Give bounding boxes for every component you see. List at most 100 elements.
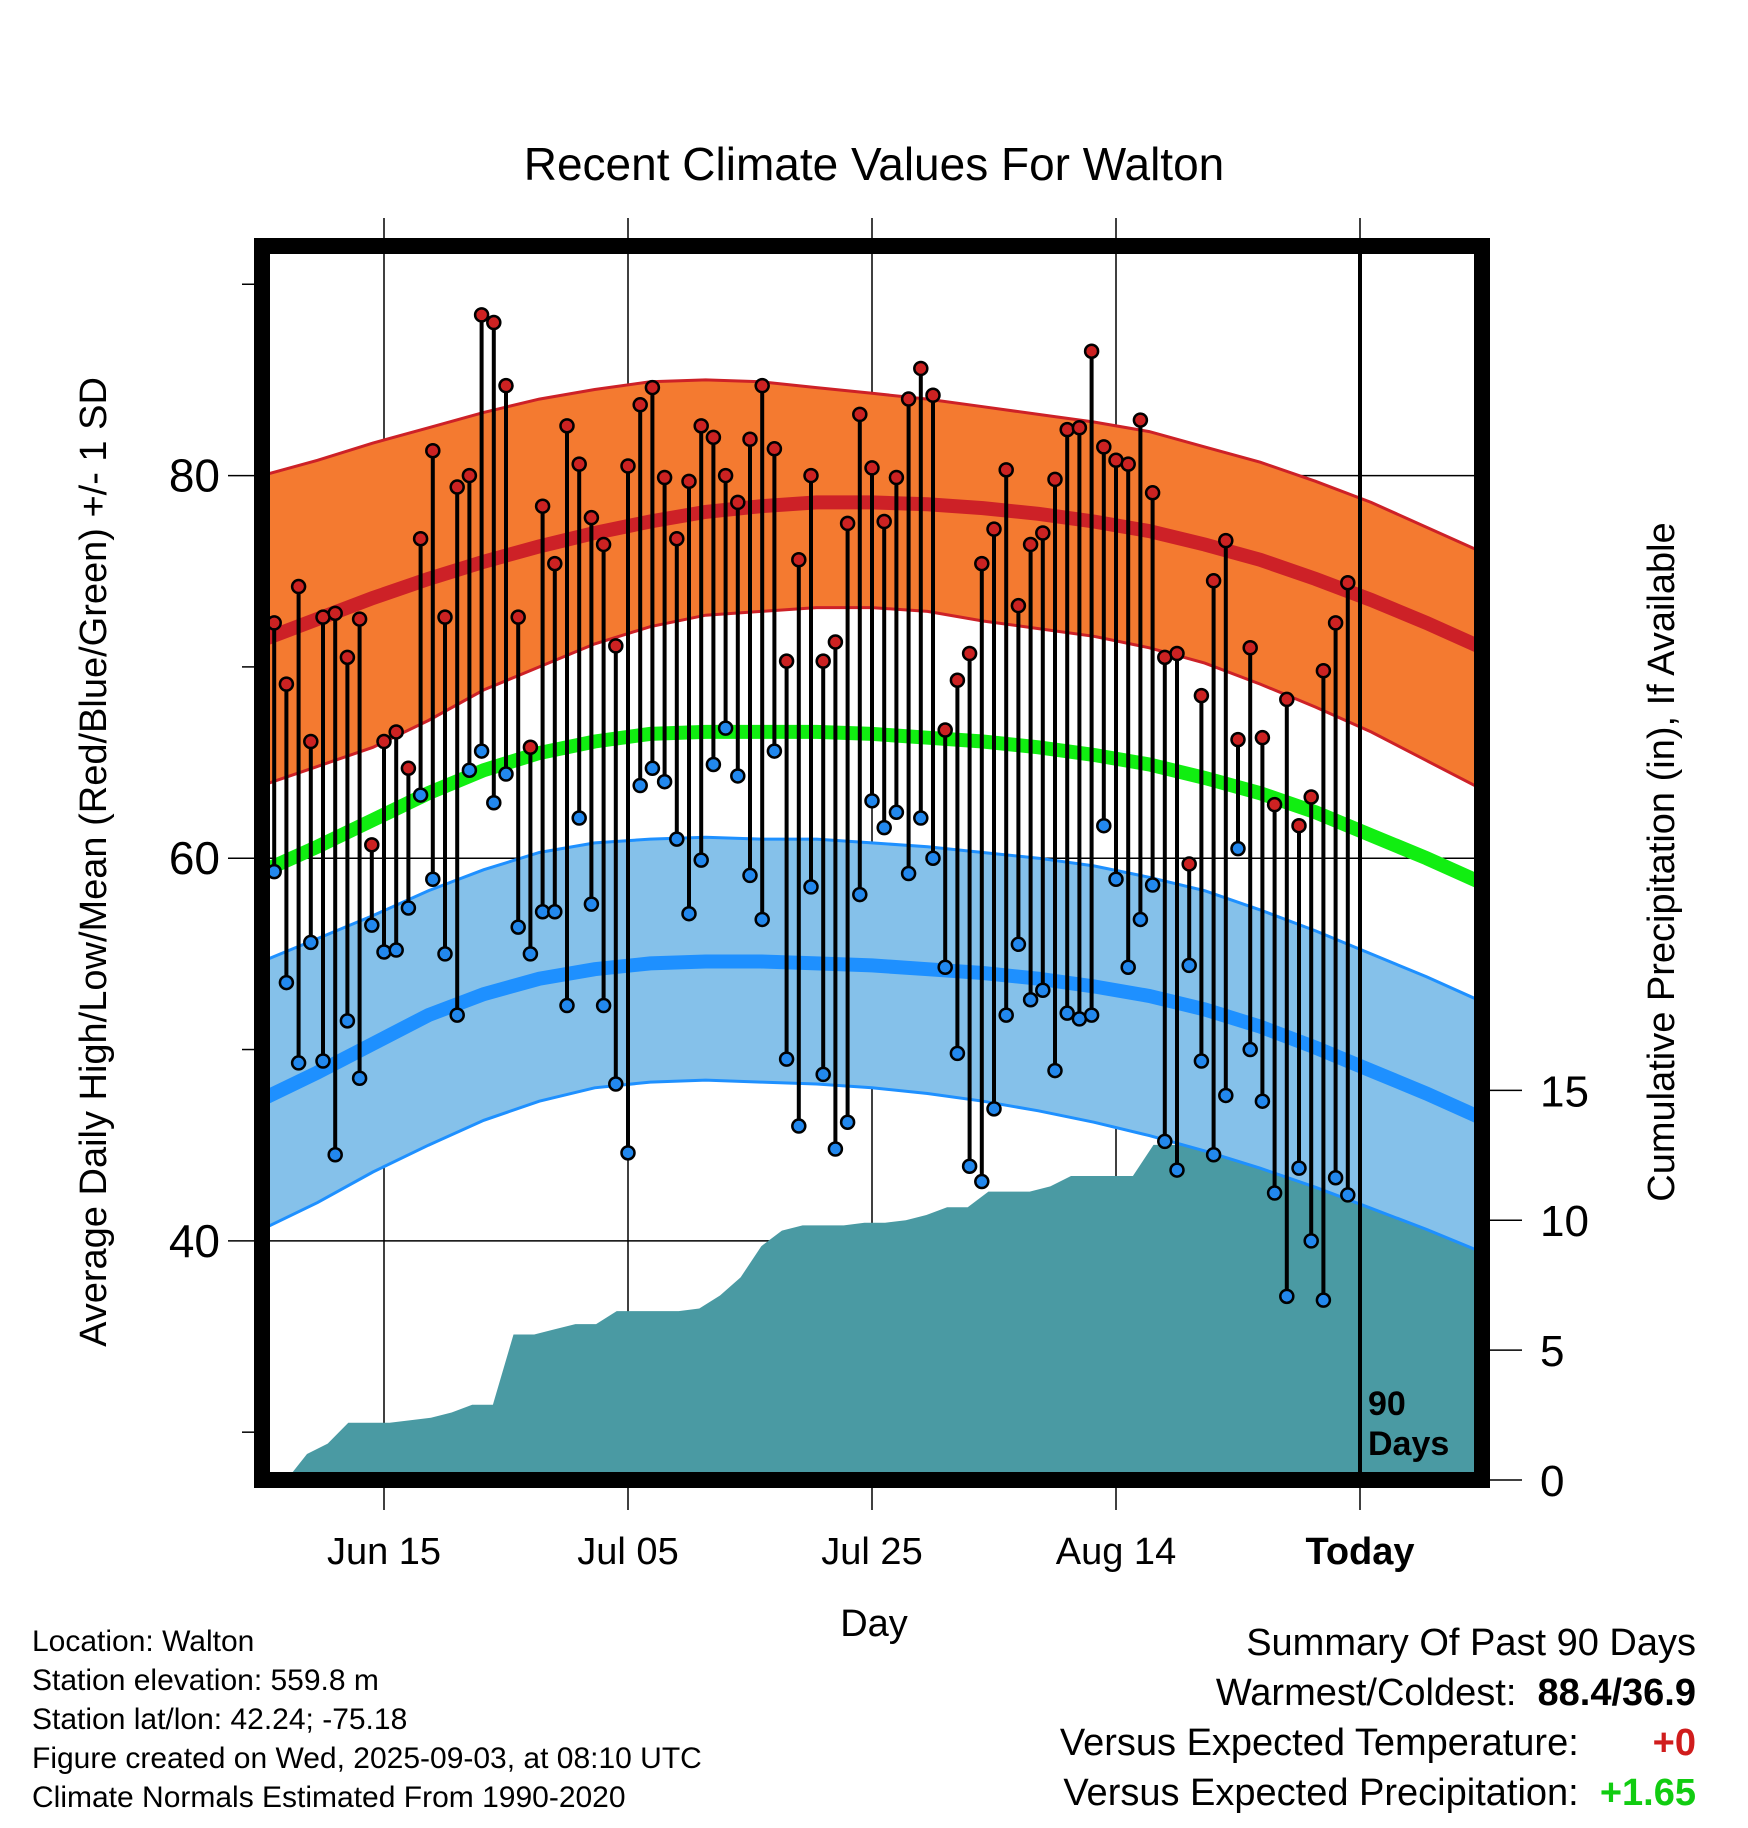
- daily-low-point: [559, 997, 575, 1014]
- daily-low-point: [327, 1147, 343, 1163]
- daily-low-point: [1193, 1053, 1210, 1069]
- daily-low-point: [278, 974, 295, 991]
- y-tick-label: 80: [169, 450, 220, 502]
- daily-high-point: [364, 837, 380, 853]
- daily-low-point: [730, 768, 746, 784]
- daily-high-point: [1279, 691, 1295, 708]
- daily-low-point: [1230, 840, 1246, 857]
- daily-high-point: [437, 609, 453, 625]
- daily-low-point: [473, 743, 490, 759]
- temp-value: +0: [1652, 1722, 1696, 1764]
- daily-high-point: [961, 645, 978, 662]
- daily-high-point: [510, 609, 526, 625]
- daily-high-point: [937, 722, 953, 738]
- daily-high-point: [400, 760, 417, 777]
- daily-high-point: [547, 555, 563, 572]
- daily-high-point: [278, 676, 295, 692]
- daily-low-point: [1120, 959, 1136, 976]
- daily-high-point: [766, 441, 783, 457]
- daily-high-point: [730, 494, 746, 511]
- daily-low-point: [608, 1076, 624, 1092]
- chart-title: Recent Climate Values For Walton: [524, 138, 1225, 190]
- daily-high-point: [559, 418, 575, 434]
- daily-high-point: [1181, 856, 1197, 872]
- plot-frame: [254, 238, 1490, 1488]
- daily-high-point: [1132, 412, 1149, 428]
- daily-low-point: [1205, 1147, 1222, 1163]
- y-tick-label: 40: [169, 1215, 220, 1267]
- daily-high-point: [1242, 640, 1258, 656]
- x-tick-label: Jun 15: [327, 1531, 441, 1573]
- y-axis-label: Average Daily High/Low/Mean (Red/Blue/Gr…: [73, 377, 115, 1347]
- daily-high-point: [620, 458, 636, 474]
- daily-low-point: [364, 917, 380, 933]
- daily-high-point: [827, 634, 844, 650]
- daily-high-point: [473, 307, 490, 323]
- daily-high-point: [717, 467, 734, 484]
- daily-low-point: [1010, 936, 1027, 953]
- daily-low-point: [425, 871, 441, 888]
- normal-low-line: [262, 954, 1482, 1125]
- daily-low-point: [864, 793, 880, 809]
- daily-low-point: [376, 944, 392, 960]
- precip-label: Versus Expected Precipitation:: [1063, 1772, 1579, 1814]
- normal-high-upper-line: [262, 378, 1482, 554]
- daily-low-point: [461, 762, 478, 778]
- daily-low-point: [1022, 992, 1039, 1008]
- daily-low-point: [717, 720, 734, 736]
- daily-low-point: [620, 1145, 636, 1161]
- daily-low-point: [595, 997, 612, 1014]
- summary-panel: Summary Of Past 90 Days Warmest/Coldest:…: [1060, 1618, 1696, 1818]
- y2-axis-label: Cumulative Precipitation (in), If Availa…: [1641, 522, 1683, 1201]
- daily-low-point: [888, 804, 905, 821]
- daily-high-point: [754, 377, 770, 394]
- daily-low-point: [1266, 1185, 1283, 1201]
- daily-high-point: [595, 536, 612, 553]
- daily-low-point: [986, 1101, 1002, 1117]
- daily-high-point: [1071, 420, 1088, 436]
- daily-high-point: [534, 498, 551, 514]
- daily-low-point: [937, 959, 953, 976]
- daily-high-point: [693, 418, 709, 434]
- daily-low-point: [839, 1114, 856, 1130]
- daily-high-point: [815, 653, 831, 669]
- daily-high-point: [1254, 729, 1271, 746]
- daily-low-point: [339, 1013, 356, 1029]
- daily-low-point: [1047, 1062, 1063, 1079]
- normals-text: Climate Normals Estimated From 1990-2020: [32, 1781, 626, 1814]
- daily-low-point: [1059, 1005, 1075, 1021]
- daily-low-point: [510, 919, 526, 935]
- daily-high-point: [644, 379, 661, 396]
- daily-low-point: [1242, 1041, 1258, 1058]
- latlon-text: Station lat/lon: 42.24; -75.18: [32, 1703, 408, 1736]
- daily-high-point: [339, 649, 356, 666]
- daily-high-point: [388, 724, 404, 740]
- location-text: Location: Walton: [32, 1625, 255, 1658]
- daily-low-point: [998, 1007, 1014, 1023]
- daily-low-point: [900, 865, 917, 882]
- daily-high-point: [1035, 525, 1051, 541]
- daily-low-point: [827, 1141, 844, 1157]
- daily-low-point: [742, 867, 758, 884]
- created-text: Figure created on Wed, 2025-09-03, at 08…: [32, 1742, 702, 1775]
- y2-tick-label: 15: [1540, 1067, 1589, 1116]
- daily-low-point: [498, 766, 514, 782]
- daily-low-point: [961, 1158, 978, 1174]
- daily-low-point: [449, 1007, 465, 1023]
- daily-low-point: [522, 946, 539, 962]
- daily-low-point: [1279, 1288, 1295, 1305]
- daily-high-point: [791, 552, 807, 568]
- daily-high-point: [583, 509, 600, 526]
- x-tick-label: Today: [1305, 1531, 1414, 1573]
- daily-high-point: [839, 515, 856, 532]
- daily-low-point: [290, 1055, 307, 1071]
- daily-high-point: [1144, 485, 1161, 501]
- daily-low-point: [876, 819, 892, 836]
- daily-high-point: [1230, 731, 1246, 748]
- daily-low-point: [693, 852, 709, 868]
- daily-low-point: [681, 905, 697, 922]
- daily-high-point: [974, 555, 990, 572]
- today-marker-label: 90: [1368, 1385, 1406, 1423]
- daily-high-point: [998, 462, 1014, 478]
